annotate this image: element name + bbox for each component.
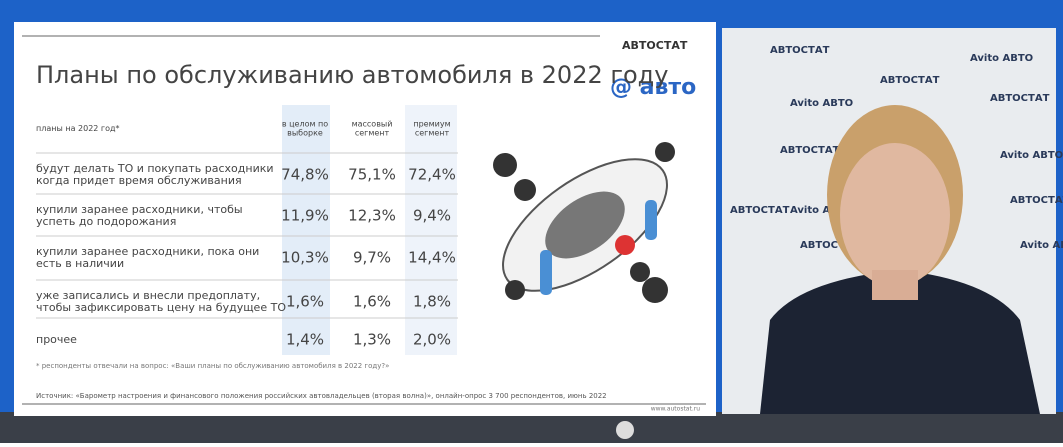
backdrop-logo: АВТОСТАТ (770, 45, 830, 56)
cell-value: 1,4% (286, 331, 324, 349)
backdrop-logo: Avito АВТО (970, 53, 1033, 64)
cell-value: 1,8% (413, 293, 451, 311)
backdrop-logo: Avito АВТО (1020, 240, 1063, 251)
backdrop-logo: Avito АВТО (1000, 150, 1063, 161)
row-label: уже записались и внесли предоплату,чтобы… (36, 289, 286, 314)
backdrop-logo: АВТОСТАТ (990, 93, 1050, 104)
cell-value: 2,0% (413, 331, 451, 349)
cell-value: 1,6% (286, 293, 324, 311)
cell-value: 72,4% (408, 166, 456, 184)
cell-value: 9,4% (413, 207, 451, 225)
screen: АВТОСТАТ @ авто Планы по обслуживанию ав… (0, 0, 1063, 443)
slide-title: Планы по обслуживанию автомобиля в 2022 … (36, 61, 668, 89)
cell-value: 75,1% (348, 166, 396, 184)
backdrop-logo: АВТОСТАТ (780, 145, 840, 156)
row-label: прочее (36, 333, 77, 346)
backdrop-logo: АВТОСТАТ (1010, 195, 1063, 206)
backdrop-logo: Avito АВТО (790, 98, 853, 109)
bottom-strip (0, 412, 1063, 443)
footnote: * респонденты отвечали на вопрос: «Ваши … (36, 362, 389, 370)
backdrop-logo: АВТОСТАТ (880, 75, 940, 86)
url: www.autostat.ru (651, 406, 700, 413)
cell-value: 10,3% (281, 249, 329, 267)
column-header: планы на 2022 год* (36, 124, 120, 133)
cell-value: 14,4% (408, 249, 456, 267)
cell-value: 12,3% (348, 207, 396, 225)
cell-value: 9,7% (353, 249, 391, 267)
decor (616, 421, 634, 439)
cell-value: 74,8% (281, 166, 329, 184)
cell-value: 11,9% (281, 207, 329, 225)
backdrop-logo: АВТОСТАТ (730, 205, 790, 216)
cell-value: 1,3% (353, 331, 391, 349)
logo: АВТОСТАТ (622, 39, 688, 52)
source: Источник: «Барометр настроения и финансо… (36, 392, 607, 400)
cell-value: 1,6% (353, 293, 391, 311)
